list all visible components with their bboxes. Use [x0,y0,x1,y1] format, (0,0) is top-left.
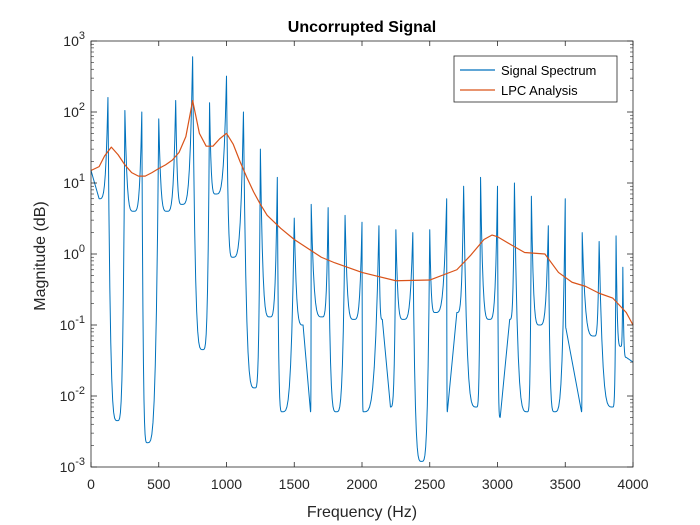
y-axis-ticks: 10-3 10-2 10-1 100 101 102 103 [60,30,633,475]
y-tick-label: 10-2 [60,385,85,404]
x-axis-label: Frequency (Hz) [307,504,417,521]
chart-title: Uncorrupted Signal [288,19,436,36]
series-line-signal-spectrum [90,56,634,462]
x-tick-label: 2500 [414,476,445,492]
y-tick-label: 100 [63,243,85,262]
y-tick-label: 101 [63,172,85,191]
y-tick-label: 10-3 [60,456,85,475]
y-tick-label: 10-1 [60,314,85,333]
series-line-lpc-analysis [90,99,634,326]
x-tick-label: 4000 [617,476,648,492]
legend-box [453,55,618,103]
x-tick-label: 2000 [346,476,377,492]
legend-label-lpc-analysis: LPC Analysis [501,83,578,98]
y-tick-label: 102 [63,101,85,120]
series-layer [90,56,634,462]
x-tick-label: 1000 [211,476,242,492]
x-tick-label: 500 [147,476,171,492]
x-axis-ticks: 0 500 1000 1500 2000 2500 3000 3500 4000 [87,41,649,492]
legend-label-signal-spectrum: Signal Spectrum [501,63,596,78]
y-tick-label: 103 [63,30,85,49]
y-axis-label: Magnitude (dB) [32,201,49,310]
x-tick-label: 3000 [482,476,513,492]
legend: Signal Spectrum LPC Analysis [453,55,618,103]
x-tick-label: 3500 [550,476,581,492]
x-tick-label: 0 [87,476,95,492]
x-tick-label: 1500 [279,476,310,492]
